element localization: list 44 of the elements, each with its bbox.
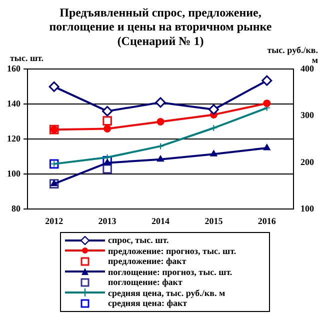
point (102, 116, 112, 126)
y-tick-label: 140 (7, 98, 21, 109)
legend-label: предложение: факт (108, 256, 186, 266)
y2-tick-label: 400 (300, 64, 314, 74)
point (104, 154, 111, 161)
legend-label: средняя цена, тыс. руб./кв. м (108, 288, 226, 298)
point (210, 150, 218, 156)
point (262, 75, 272, 86)
legend-label: спрос, тыс. шт. (108, 235, 169, 246)
y-tick-label: 160 (7, 64, 21, 74)
point (157, 142, 164, 150)
point (48, 81, 60, 92)
y2-tick-label: 300 (300, 110, 314, 120)
y-axis-title: тыс. шт. (10, 53, 44, 64)
point (263, 100, 271, 108)
point (156, 118, 164, 126)
point (208, 104, 219, 115)
y-tick-label: 100 (7, 168, 21, 179)
text: тыс. руб./кв. (267, 45, 318, 56)
text: м (312, 55, 318, 66)
text: поглощение и цены на вторичном рынке (49, 20, 272, 34)
point (102, 164, 112, 174)
y2-tick-label: 100 (300, 204, 314, 214)
y2-tick-label: 200 (300, 156, 314, 167)
legend-label: средняя цена: факт (108, 298, 188, 308)
point (157, 156, 164, 162)
x-tick-label: 2016 (258, 216, 276, 226)
text: Предъявленный спрос, предложение, (60, 5, 262, 20)
legend-label: предложение: прогноз, тыс. шт. (108, 246, 236, 256)
legend-label: поглощение: факт (108, 277, 182, 288)
point (210, 124, 218, 132)
x-tick-label: 2012 (45, 216, 64, 226)
y-tick-label: 80 (12, 204, 21, 214)
y-tick-label: 120 (7, 134, 21, 144)
legend-label: поглощение: прогноз, тыс. шт. (108, 266, 232, 277)
x-tick-label: 2014 (152, 216, 170, 226)
point (104, 124, 112, 132)
point (102, 106, 113, 116)
x-tick-label: 2015 (204, 216, 224, 226)
x-tick-label: 2013 (98, 216, 117, 226)
point (155, 97, 166, 108)
point (264, 144, 270, 150)
point (104, 159, 111, 166)
text: (Сценарий № 1) (117, 34, 204, 48)
